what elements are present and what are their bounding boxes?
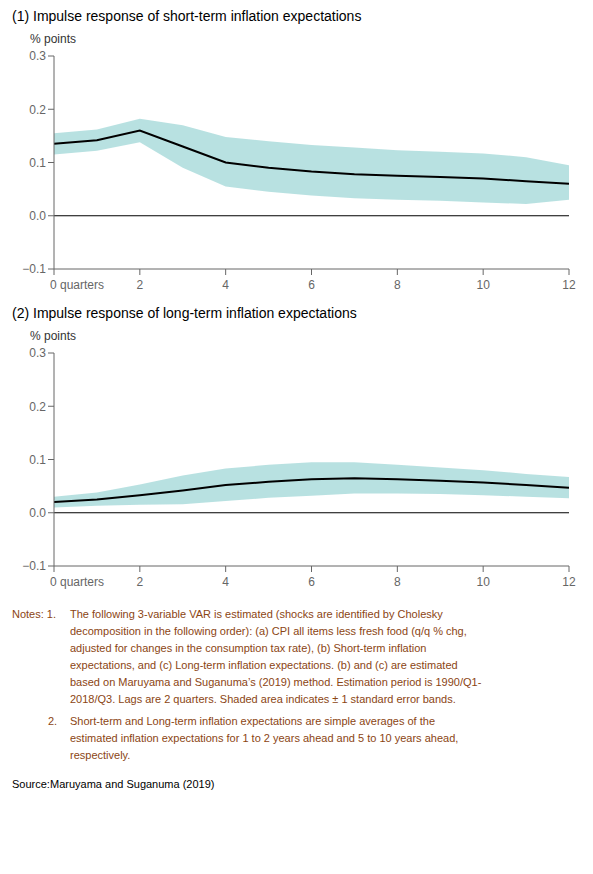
html-text:Short-term and Long-term infla: Short-term and Long-term inflation expec… <box>70 715 435 727</box>
svg-text:12: 12 <box>562 278 576 292</box>
svg-text:6: 6 <box>308 278 315 292</box>
svg-text:0.2: 0.2 <box>29 103 46 117</box>
html-text:estimated inflation expectatio: estimated inflation expectations for 1 t… <box>70 732 459 744</box>
svg-text:0.0: 0.0 <box>29 506 46 520</box>
html-text:% points: % points <box>30 329 76 343</box>
svg-text:10: 10 <box>476 278 490 292</box>
svg-text:0.1: 0.1 <box>29 453 46 467</box>
html-text:decomposition in the following: decomposition in the following order): (… <box>70 625 467 637</box>
svg-text:8: 8 <box>394 278 401 292</box>
html-text:(2) Impulse response of long-t: (2) Impulse response of long-term inflat… <box>12 305 357 321</box>
svg-text:4: 4 <box>222 278 229 292</box>
svg-text:0.3: 0.3 <box>29 346 46 360</box>
svg-text:0.1: 0.1 <box>29 156 46 170</box>
svg-text:0.2: 0.2 <box>29 400 46 414</box>
html-text:Source: Maruyama and Suganuma: Source: Maruyama and Suganuma (2019) <box>12 778 215 790</box>
svg-text:4: 4 <box>222 575 229 589</box>
svg-text:−0.1: −0.1 <box>22 262 46 276</box>
svg-text:0.3: 0.3 <box>29 49 46 63</box>
svg-text:2: 2 <box>136 575 143 589</box>
svg-text:10: 10 <box>476 575 490 589</box>
svg-text:0.0: 0.0 <box>29 209 46 223</box>
html-text:adjusted for changes in the co: adjusted for changes in the consumption … <box>70 642 427 654</box>
html-text:(1) Impulse response of short-: (1) Impulse response of short-term infla… <box>12 8 362 24</box>
html-text:Notes: 1.: Notes: 1. <box>12 608 56 620</box>
html-text:expectations, and (c) Long-ter: expectations, and (c) Long-term inflatio… <box>70 659 458 671</box>
svg-text:6: 6 <box>308 575 315 589</box>
svg-text:8: 8 <box>394 575 401 589</box>
html-text:2018/Q3. Lags are 2 quarters.: 2018/Q3. Lags are 2 quarters. Shaded are… <box>70 693 456 705</box>
html-text:% points: % points <box>30 32 76 46</box>
svg-text:2: 2 <box>136 278 143 292</box>
html-text:The following 3-variable VAR i: The following 3-variable VAR is estimate… <box>70 608 443 620</box>
svg-text:0 quarters: 0 quarters <box>50 278 104 292</box>
svg-text:12: 12 <box>562 575 576 589</box>
html-text:2.: 2. <box>48 715 58 727</box>
svg-text:0 quarters: 0 quarters <box>50 575 104 589</box>
html-text:respectively.: respectively. <box>70 749 131 761</box>
svg-text:−0.1: −0.1 <box>22 559 46 573</box>
html-text:based on Maruyama and Suganuma: based on Maruyama and Suganuma’s (2019) … <box>70 676 482 688</box>
